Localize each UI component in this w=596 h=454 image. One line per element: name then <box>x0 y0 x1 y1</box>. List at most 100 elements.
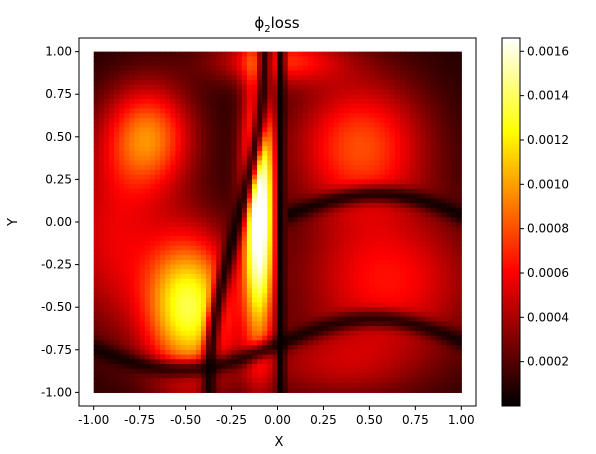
heatmap-cell <box>384 155 391 162</box>
heatmap-cell <box>185 151 192 157</box>
heatmap-cell <box>430 259 437 266</box>
heatmap-cell <box>200 188 207 195</box>
heatmap-cell <box>389 155 396 162</box>
heatmap-cell <box>400 217 406 223</box>
heatmap-cell <box>389 117 396 124</box>
heatmap-cell <box>216 113 222 119</box>
heatmap-cell <box>170 155 176 162</box>
heatmap-cell <box>348 231 355 237</box>
heatmap-cell <box>200 274 207 280</box>
heatmap-cell <box>384 302 391 308</box>
heatmap-cell <box>440 103 447 110</box>
heatmap-cell <box>451 184 457 190</box>
heatmap-cell <box>303 117 309 124</box>
heatmap-cell <box>216 231 222 237</box>
heatmap-cell <box>313 311 319 318</box>
heatmap-cell <box>175 378 182 384</box>
heatmap-cell <box>400 174 406 180</box>
heatmap-cell <box>415 255 422 261</box>
heatmap-cell <box>149 297 156 304</box>
heatmap-cell <box>170 255 176 261</box>
heatmap-cell <box>216 240 222 247</box>
heatmap-cell <box>277 179 284 185</box>
heatmap-cell <box>359 231 365 237</box>
heatmap-cell <box>343 98 350 105</box>
heatmap-cell <box>251 51 258 57</box>
heatmap-cell <box>456 117 462 124</box>
heatmap-cell <box>98 240 105 247</box>
heatmap-cell <box>313 359 319 365</box>
heatmap-cell <box>129 56 136 62</box>
heatmap-cell <box>277 103 284 110</box>
heatmap-cell <box>405 311 411 318</box>
heatmap-cell <box>425 359 432 365</box>
heatmap-cell <box>246 165 253 171</box>
heatmap-cell <box>318 311 325 318</box>
heatmap-cell <box>456 160 462 166</box>
heatmap-cell <box>354 169 360 176</box>
heatmap-cell <box>348 226 355 233</box>
heatmap-cell <box>267 302 273 308</box>
heatmap-cell <box>114 278 120 285</box>
heatmap-cell <box>185 65 192 72</box>
heatmap-cell <box>292 188 299 195</box>
heatmap-cell <box>440 340 447 346</box>
heatmap-cell <box>435 368 442 375</box>
heatmap-cell <box>333 151 340 157</box>
heatmap-cell <box>139 368 146 375</box>
heatmap-cell <box>379 155 386 162</box>
heatmap-cell <box>211 316 217 322</box>
heatmap-cell <box>379 307 386 313</box>
heatmap-cell <box>206 368 212 375</box>
heatmap-cell <box>221 165 228 171</box>
heatmap-cell <box>415 179 422 185</box>
heatmap-cell <box>415 274 422 280</box>
heatmap-cell <box>251 75 258 81</box>
heatmap-cell <box>119 122 125 128</box>
heatmap-cell <box>415 207 422 214</box>
heatmap-cell <box>287 250 294 256</box>
heatmap-cell <box>430 359 437 365</box>
heatmap-cell <box>435 335 442 341</box>
heatmap-cell <box>144 94 151 100</box>
heatmap-cell <box>103 368 110 375</box>
heatmap-cell <box>425 174 432 180</box>
heatmap-cell <box>129 174 136 180</box>
heatmap-cell <box>415 103 422 110</box>
heatmap-cell <box>374 108 381 114</box>
heatmap-cell <box>160 155 166 162</box>
heatmap-cell <box>114 103 120 110</box>
heatmap-cell <box>262 203 268 209</box>
heatmap-cell <box>297 141 304 147</box>
heatmap-cell <box>144 179 151 185</box>
heatmap-cell <box>129 240 136 247</box>
heatmap-cell <box>257 56 263 62</box>
heatmap-cell <box>206 311 212 318</box>
heatmap-cell <box>451 307 457 313</box>
heatmap-cell <box>272 169 279 176</box>
heatmap-cell <box>343 56 350 62</box>
heatmap-cell <box>165 297 171 304</box>
heatmap-cell <box>425 302 432 308</box>
heatmap-cell <box>282 207 289 214</box>
heatmap-cell <box>129 80 136 86</box>
heatmap-cell <box>440 250 447 256</box>
heatmap-cell <box>425 231 432 237</box>
heatmap-cell <box>292 103 299 110</box>
heatmap-cell <box>379 245 386 251</box>
heatmap-cell <box>211 245 217 251</box>
heatmap-cell <box>323 245 330 251</box>
heatmap-cell <box>170 321 176 327</box>
heatmap-cell <box>195 108 202 114</box>
heatmap-cell <box>114 259 120 266</box>
heatmap-cell <box>323 117 330 124</box>
heatmap-cell <box>451 363 457 370</box>
heatmap-cell <box>297 278 304 285</box>
heatmap-cell <box>190 222 197 228</box>
heatmap-cell <box>445 340 452 346</box>
heatmap-cell <box>98 70 105 76</box>
heatmap-cell <box>257 354 263 360</box>
heatmap-cell <box>328 340 335 346</box>
heatmap-cell <box>221 146 228 152</box>
heatmap-cell <box>318 236 325 242</box>
